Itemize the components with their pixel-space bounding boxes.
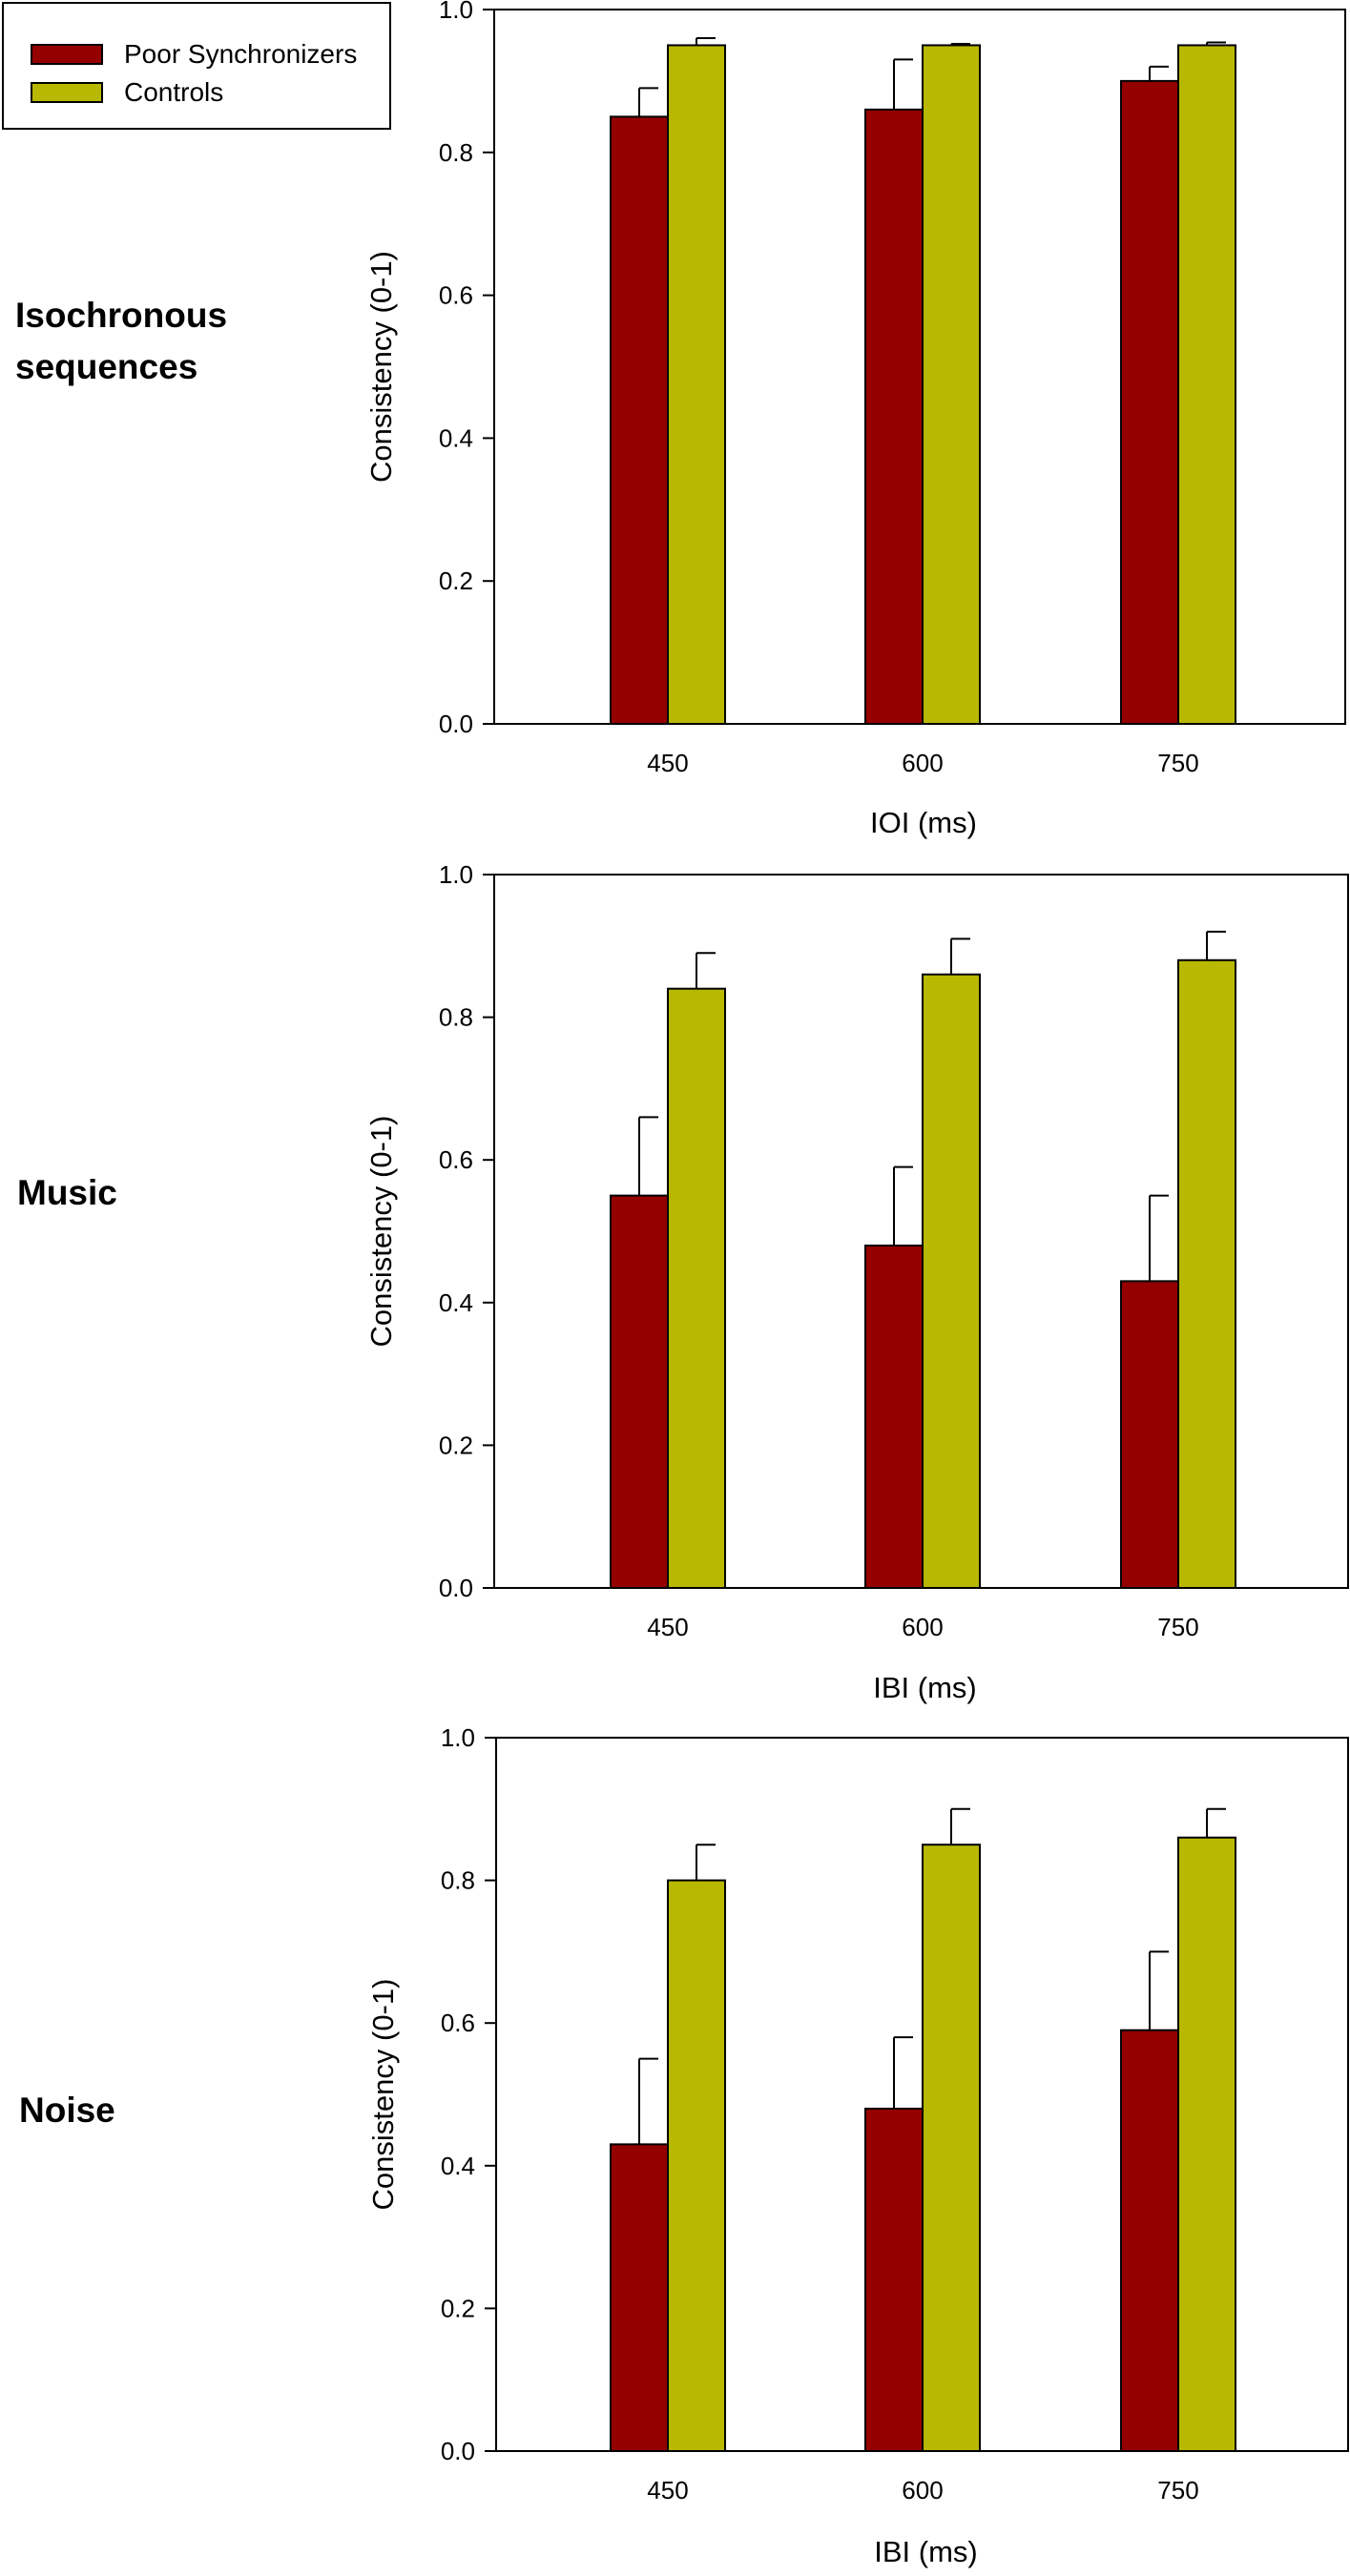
legend-label-poor-synchronizers: Poor Synchronizers <box>124 39 358 69</box>
x-axis-label-0: IOI (ms) <box>870 806 977 839</box>
bar-0-1-0 <box>667 44 726 725</box>
y-tick-label-2-4: 0.8 <box>441 1866 475 1895</box>
bar-0-0-0 <box>610 115 669 726</box>
bar-2-1-0 <box>667 1879 726 2452</box>
bar-2-0-2 <box>1120 2029 1179 2452</box>
legend-item-controls: Controls <box>31 76 223 109</box>
bar-0-0-2 <box>1120 79 1179 725</box>
y-tick-label-0-1: 0.2 <box>439 567 473 595</box>
bar-1-1-1 <box>922 973 981 1589</box>
y-tick-label-1-2: 0.4 <box>439 1288 473 1317</box>
x-tick-label-0-2: 750 <box>1157 749 1198 777</box>
panel-label-music-line-1: Music <box>17 1173 117 1212</box>
y-axis-label-1: Consistency (0-1) <box>364 1116 398 1348</box>
x-tick-label-2-2: 750 <box>1157 2476 1198 2504</box>
y-tick-label-2-1: 0.2 <box>441 2294 475 2322</box>
bar-2-1-1 <box>922 1844 981 2452</box>
panel-label-noise: Noise <box>19 2085 115 2136</box>
bar-0-1-2 <box>1177 44 1236 725</box>
legend-swatch-controls <box>31 82 103 103</box>
legend-label-controls: Controls <box>124 77 224 107</box>
y-tick-label-2-0: 0.0 <box>441 2437 475 2465</box>
bar-1-0-2 <box>1120 1280 1179 1589</box>
panel-label-isochronous-line-2: sequences <box>15 347 198 386</box>
x-tick-label-1-1: 600 <box>902 1613 943 1641</box>
legend: Poor Synchronizers Controls <box>2 2 391 130</box>
y-tick-label-1-0: 0.0 <box>439 1574 473 1602</box>
x-tick-label-1-0: 450 <box>647 1613 688 1641</box>
x-axis-label-2: IBI (ms) <box>874 2535 978 2568</box>
bar-2-0-0 <box>610 2143 669 2453</box>
bar-1-0-0 <box>610 1194 669 1589</box>
panel-label-isochronous-line-1: Isochronous <box>15 296 228 335</box>
y-tick-label-2-5: 1.0 <box>441 1723 475 1752</box>
bar-2-1-2 <box>1177 1836 1236 2452</box>
y-tick-label-0-0: 0.0 <box>439 710 473 738</box>
x-tick-label-0-1: 600 <box>902 749 943 777</box>
bar-1-1-2 <box>1177 958 1236 1589</box>
legend-item-poor-synchronizers: Poor Synchronizers <box>31 38 357 71</box>
legend-swatch-poor-synchronizers <box>31 44 103 65</box>
x-axis-label-1: IBI (ms) <box>873 1671 977 1704</box>
y-tick-label-0-2: 0.4 <box>439 423 473 452</box>
y-tick-label-1-1: 0.2 <box>439 1431 473 1459</box>
y-tick-label-1-4: 0.8 <box>439 1003 473 1032</box>
bar-1-1-0 <box>667 987 726 1590</box>
bar-1-0-1 <box>864 1244 924 1589</box>
y-axis-label-2: Consistency (0-1) <box>366 1979 400 2211</box>
bar-0-0-1 <box>864 108 924 726</box>
panel-label-isochronous: Isochronous sequences <box>15 290 227 393</box>
y-tick-label-1-5: 1.0 <box>439 860 473 889</box>
y-tick-label-1-3: 0.6 <box>439 1145 473 1174</box>
y-tick-label-0-3: 0.6 <box>439 281 473 310</box>
y-tick-label-2-3: 0.6 <box>441 2009 475 2037</box>
panel-label-music: Music <box>17 1167 117 1219</box>
x-tick-label-1-2: 750 <box>1157 1613 1198 1641</box>
panel-label-noise-line-1: Noise <box>19 2091 115 2130</box>
y-tick-label-0-4: 0.8 <box>439 138 473 167</box>
y-axis-label-0: Consistency (0-1) <box>364 251 398 483</box>
y-tick-label-2-2: 0.4 <box>441 2152 475 2180</box>
y-tick-label-0-5: 1.0 <box>439 0 473 24</box>
bar-0-1-1 <box>922 44 981 725</box>
x-tick-label-0-0: 450 <box>647 749 688 777</box>
bar-2-0-1 <box>864 2107 924 2452</box>
x-tick-label-2-1: 600 <box>902 2476 943 2504</box>
x-tick-label-2-0: 450 <box>647 2476 688 2504</box>
